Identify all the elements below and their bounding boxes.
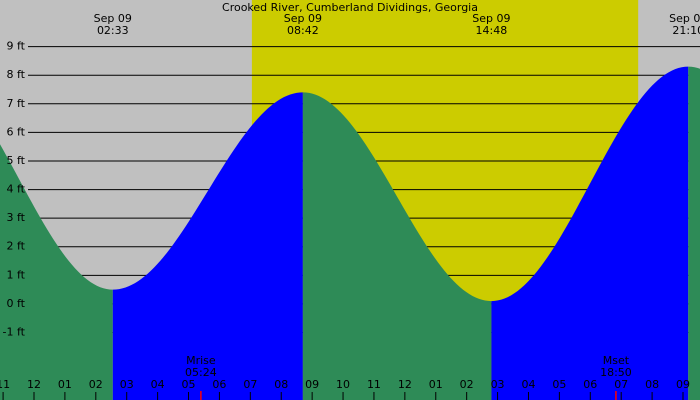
y-tick-label: 4 ft <box>7 183 26 196</box>
x-tick-label: 06 <box>583 378 597 391</box>
x-tick-label: 11 <box>367 378 381 391</box>
y-tick-label: -1 ft <box>3 326 26 339</box>
y-tick-label: 9 ft <box>7 40 26 53</box>
moon-time: 18:50 <box>600 366 632 379</box>
y-tick-label: 6 ft <box>7 125 26 138</box>
x-tick-label: 11 <box>0 378 10 391</box>
x-tick-label: 07 <box>243 378 257 391</box>
extreme-date: Sep 09 <box>472 12 510 25</box>
y-tick-label: 7 ft <box>7 97 26 110</box>
moon-name: Mrise <box>186 354 216 367</box>
x-tick-label: 12 <box>27 378 41 391</box>
falling-tide <box>0 144 113 400</box>
extreme-time: 08:42 <box>287 24 319 37</box>
falling-tide <box>302 92 492 400</box>
rising-tide <box>491 66 689 400</box>
x-tick-label: 03 <box>120 378 134 391</box>
extreme-date: Sep 09 <box>94 12 132 25</box>
falling-tide <box>688 66 700 400</box>
x-tick-label: 08 <box>645 378 659 391</box>
x-tick-label: 08 <box>274 378 288 391</box>
x-tick-label: 06 <box>212 378 226 391</box>
y-tick-label: 5 ft <box>7 154 26 167</box>
y-tick-label: 1 ft <box>7 268 26 281</box>
x-tick-label: 04 <box>521 378 535 391</box>
x-tick-label: 10 <box>336 378 350 391</box>
x-tick-label: 02 <box>89 378 103 391</box>
x-tick-label: 01 <box>429 378 443 391</box>
extreme-time: 02:33 <box>97 24 129 37</box>
x-tick-label: 03 <box>491 378 505 391</box>
y-tick-label: 0 ft <box>7 297 26 310</box>
moon-name: Mset <box>603 354 630 367</box>
extreme-date: Sep 09 <box>284 12 322 25</box>
rising-tide <box>112 92 303 400</box>
x-tick-label: 05 <box>182 378 196 391</box>
y-tick-label: 2 ft <box>7 240 26 253</box>
x-tick-label: 04 <box>151 378 165 391</box>
x-tick-label: 09 <box>305 378 319 391</box>
extreme-time: 14:48 <box>476 24 508 37</box>
moon-time: 05:24 <box>185 366 217 379</box>
y-tick-label: 3 ft <box>7 211 26 224</box>
x-tick-label: 12 <box>398 378 412 391</box>
x-tick-label: 02 <box>460 378 474 391</box>
x-tick-label: 09 <box>676 378 690 391</box>
tide-areas <box>0 66 700 400</box>
x-tick-label: 07 <box>614 378 628 391</box>
y-tick-label: 8 ft <box>7 68 26 81</box>
extreme-date: Sep 09 <box>669 12 700 25</box>
x-tick-label: 05 <box>552 378 566 391</box>
x-tick-label: 01 <box>58 378 72 391</box>
extreme-time: 21:10 <box>672 24 700 37</box>
chart-title: Crooked River, Cumberland Dividings, Geo… <box>222 1 478 14</box>
